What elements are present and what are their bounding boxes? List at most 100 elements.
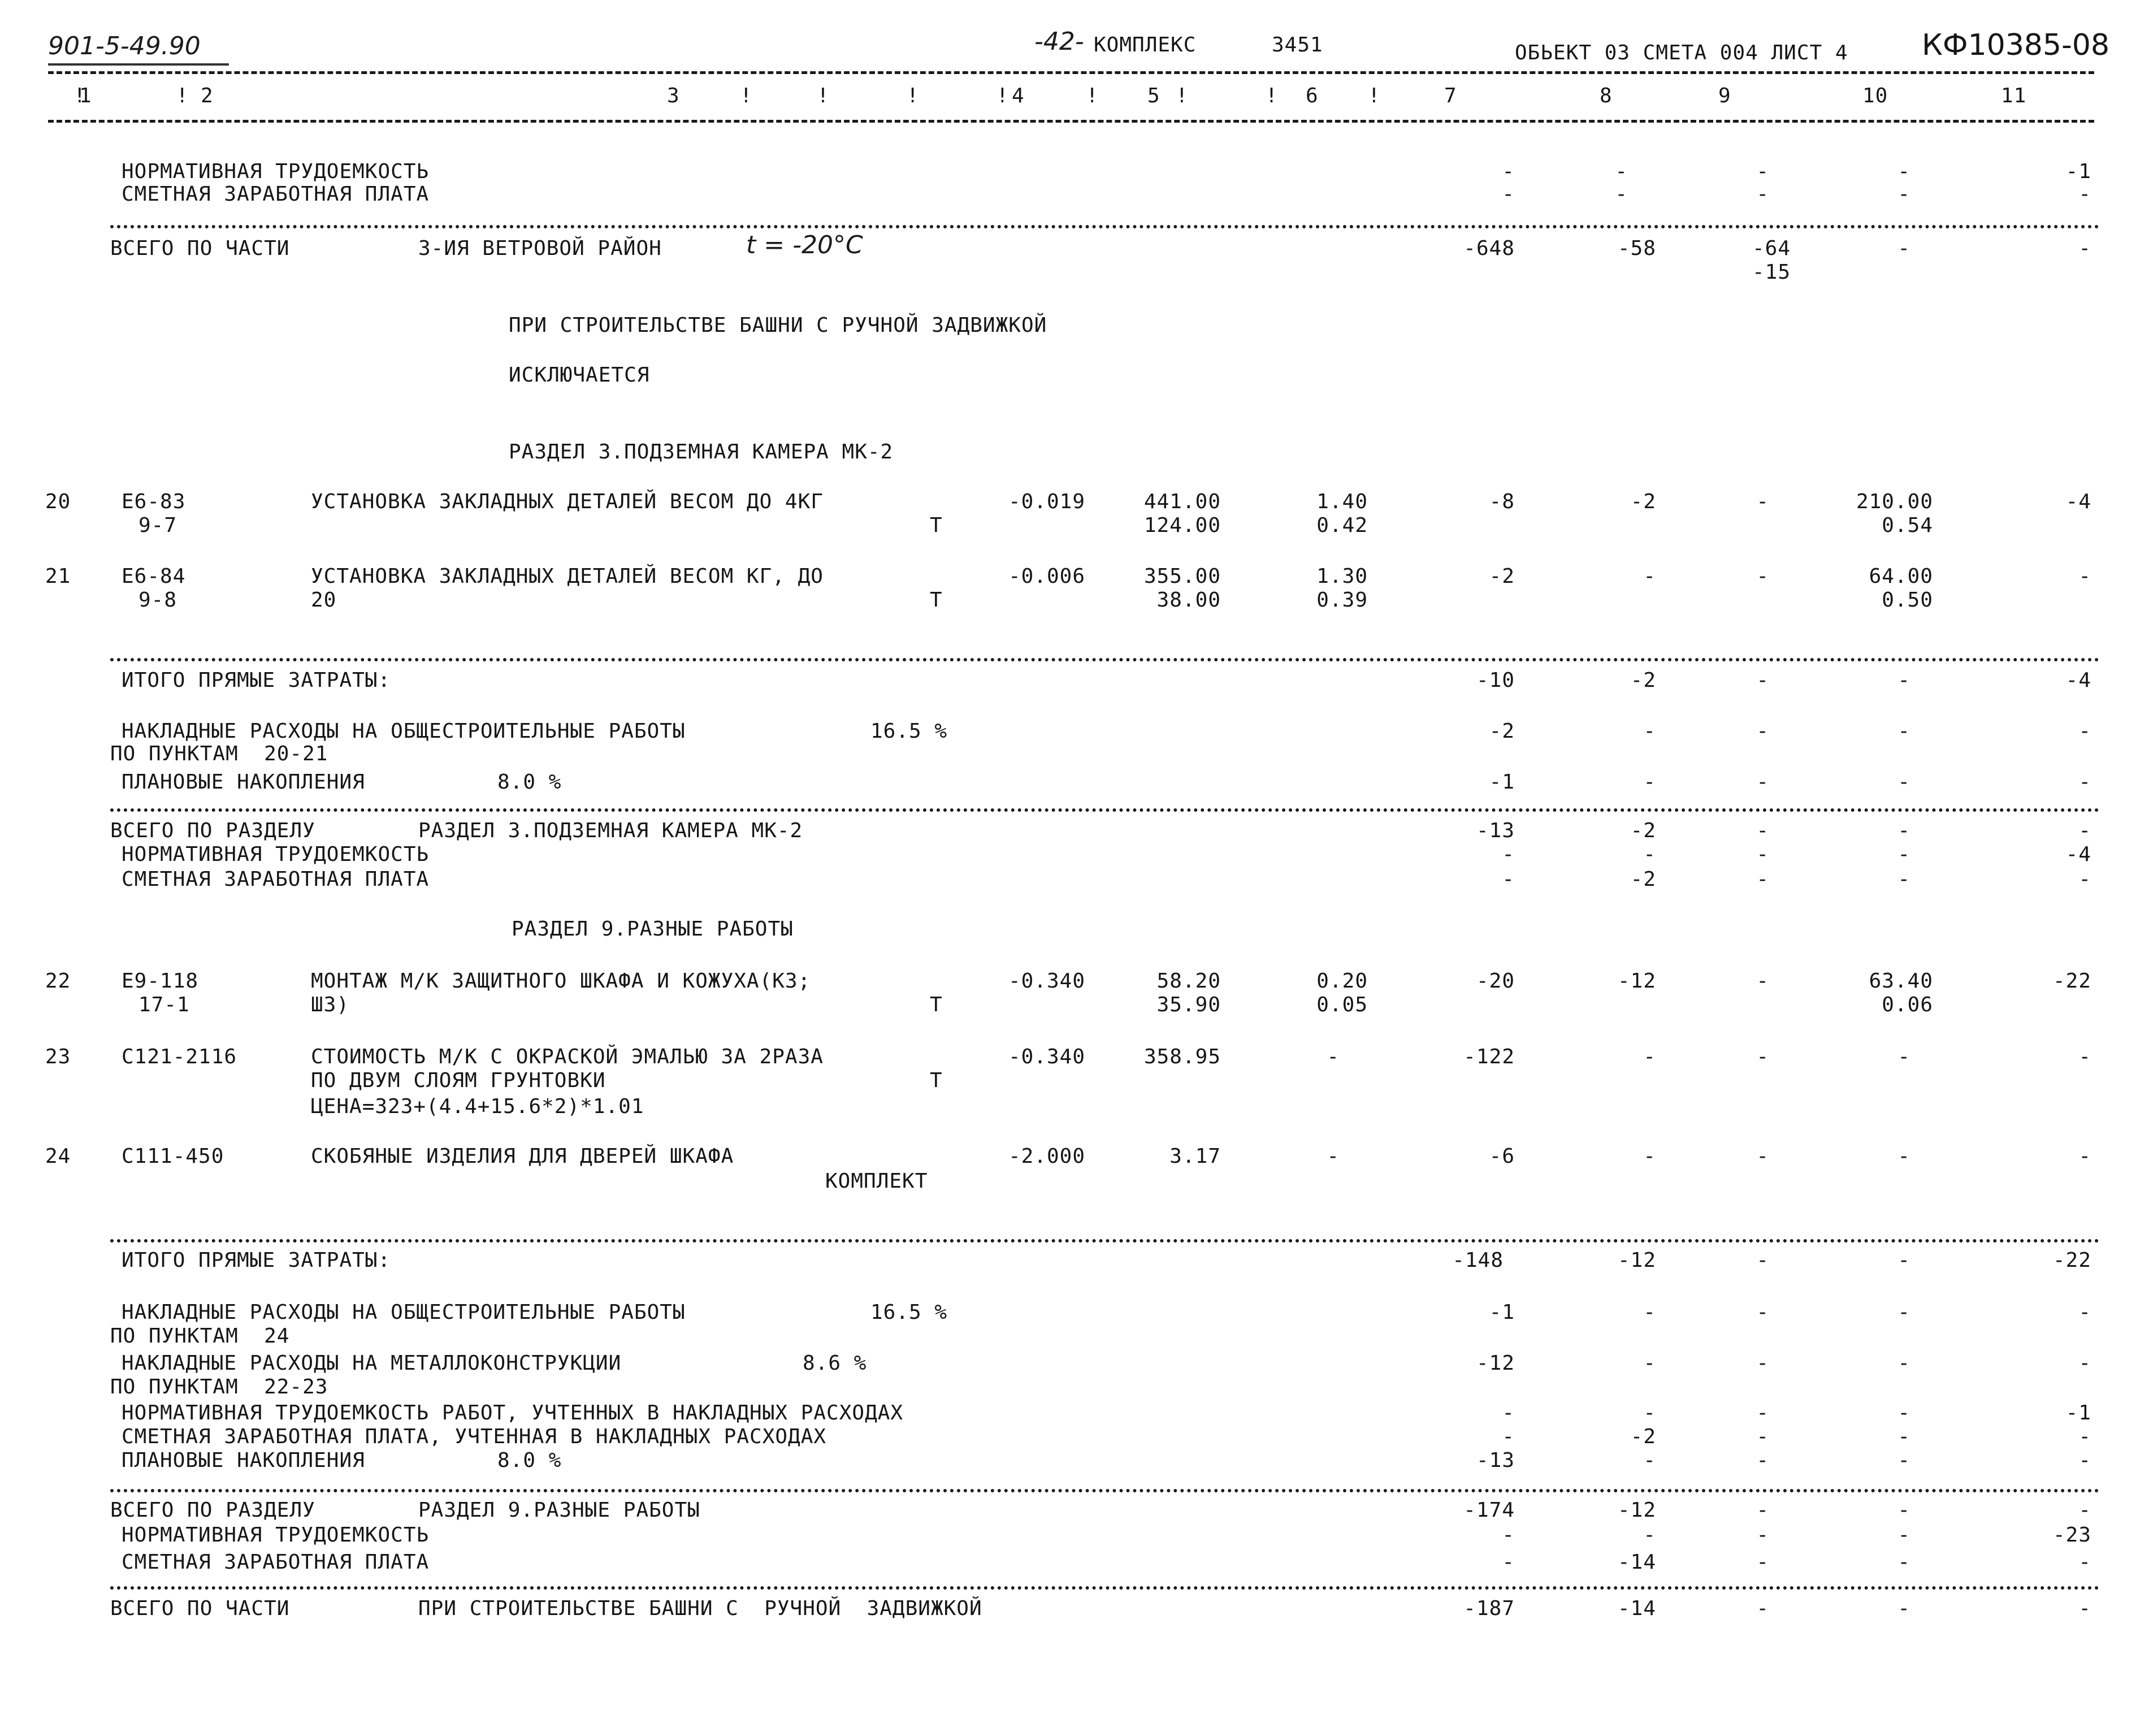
cell: - [1897, 819, 1910, 842]
work-description-2: ШЗ) [311, 993, 350, 1016]
cell: -648 [1463, 237, 1515, 260]
quantity: -0.340 [1008, 1045, 1085, 1068]
section-9-heading: РАЗДЕЛ 9.РАЗНЫЕ РАБОТЫ [512, 917, 794, 941]
cell: - [1897, 1449, 1910, 1472]
quantity: -0.340 [1008, 969, 1085, 993]
unit-wage: 35.90 [1156, 993, 1221, 1016]
unit: Т [930, 993, 943, 1016]
cell: - [1756, 1249, 1769, 1272]
cell: - [1756, 1045, 1769, 1068]
cell: -2 [1489, 565, 1515, 588]
unit-price: 3.17 [1169, 1145, 1221, 1168]
cell: - [1643, 1145, 1656, 1168]
divider [110, 1586, 2100, 1590]
cell: -1 [2065, 160, 2091, 183]
norm-labor-overhead-label: НОРМАТИВНАЯ ТРУДОЕМКОСТЬ РАБОТ, УЧТЕННЫХ… [122, 1401, 904, 1425]
cell: 0.54 [1882, 514, 1933, 537]
overhead-general-label: НАКЛАДНЫЕ РАСХОДЫ НА ОБЩЕСТРОИТЕЛЬНЫЕ РА… [122, 720, 686, 743]
doc-code-underline [48, 63, 229, 66]
cell: -122 [1463, 1045, 1515, 1068]
cell: - [1897, 237, 1910, 260]
col-8: 8 [1600, 84, 1613, 107]
row-number: 21 [45, 565, 71, 588]
col-11: 11 [2001, 84, 2027, 107]
items-22-23: ПО ПУНКТАМ 22-23 [110, 1375, 328, 1399]
cell: - [1756, 1145, 1769, 1168]
savings-percent: 8.0 % [497, 770, 562, 794]
cell: - [2078, 868, 2091, 891]
work-description-2: 20 [311, 588, 337, 612]
divider [110, 225, 2100, 228]
cell: - [1897, 1597, 1910, 1620]
cell: - [1756, 819, 1769, 842]
rate-subcode: 17-1 [138, 993, 190, 1016]
wind-region-label: 3-ИЯ ВЕТРОВОЙ РАЙОН [418, 237, 662, 260]
cell: -10 [1476, 669, 1515, 692]
divider [110, 1239, 2100, 1243]
cell: - [1897, 1551, 1910, 1574]
cell: - [1615, 160, 1628, 183]
cell: - [1897, 1352, 1910, 1375]
total-section-label: ВСЕГО ПО РАЗДЕЛУ [110, 819, 315, 842]
complex-label: КОМПЛЕКС [1094, 33, 1197, 57]
unit: Т [930, 1069, 943, 1092]
cell: - [2078, 183, 2091, 206]
rate-code: С111-450 [122, 1145, 224, 1168]
labor: - [1327, 1145, 1340, 1168]
unit: КОМПЛЕКТ [825, 1170, 928, 1193]
cell: -6 [1489, 1145, 1515, 1168]
cell: - [1502, 183, 1515, 206]
items-20-21: ПО ПУНКТАМ 20-21 [110, 742, 328, 765]
cell: -12 [1476, 1352, 1515, 1375]
total-section-label: ВСЕГО ПО РАЗДЕЛУ [110, 1499, 315, 1522]
cell: - [2078, 1352, 2091, 1375]
direct-costs-label: ИТОГО ПРЯМЫЕ ЗАТРАТЫ: [122, 1249, 391, 1272]
cell: -14 [1617, 1597, 1656, 1620]
cell: - [1643, 565, 1656, 588]
cell: -2 [1630, 1425, 1656, 1448]
labor-2: 0.42 [1316, 514, 1368, 537]
page-label: -42- [1034, 27, 1084, 56]
cell: - [1897, 1523, 1910, 1547]
cell: -2 [1630, 868, 1656, 891]
est-wage-label: СМЕТНАЯ ЗАРАБОТНАЯ ПЛАТА [122, 868, 430, 891]
temperature-note: t = -20°C [746, 231, 863, 259]
doc-code: 901-5-49.90 [48, 32, 201, 60]
total-part-label: ВСЕГО ПО ЧАСТИ [110, 1597, 290, 1620]
rate-code: Е6-84 [122, 565, 186, 588]
cell: -4 [2065, 843, 2091, 866]
overhead-percent: 16.5 % [870, 720, 948, 743]
cell: - [1897, 1499, 1910, 1522]
cell: - [1643, 1523, 1656, 1547]
cell: - [1502, 160, 1515, 183]
cell: - [2078, 1449, 2091, 1472]
cell: -1 [1489, 770, 1515, 794]
labor-2: 0.05 [1316, 993, 1368, 1016]
planned-savings-label: ПЛАНОВЫЕ НАКОПЛЕНИЯ [122, 1449, 365, 1472]
cell: - [2078, 1551, 2091, 1574]
cell: - [1756, 720, 1769, 743]
cell: -22 [2052, 969, 2091, 993]
divider [110, 808, 2100, 812]
labor: 1.40 [1316, 490, 1368, 513]
cell: - [1643, 720, 1656, 743]
excluded-label: ИСКЛЮЧАЕТСЯ [509, 363, 650, 387]
cell: -2 [1630, 819, 1656, 842]
cell: - [1756, 868, 1769, 891]
cell: - [1897, 1145, 1910, 1168]
overhead-metal-label: НАКЛАДНЫЕ РАСХОДЫ НА МЕТАЛЛОКОНСТРУКЦИИ [122, 1352, 622, 1375]
rate-code: Е6-83 [122, 490, 186, 513]
cell: - [1756, 669, 1769, 692]
rate-subcode: 9-8 [138, 588, 177, 612]
cell: - [1897, 1425, 1910, 1448]
cell: - [2078, 720, 2091, 743]
cell: - [1502, 1523, 1515, 1547]
cell: -148 [1452, 1249, 1504, 1272]
quantity: -2.000 [1008, 1145, 1085, 1168]
row-number: 22 [45, 969, 71, 993]
cell: - [1756, 1523, 1769, 1547]
section-3-name: РАЗДЕЛ 3.ПОДЗЕМНАЯ КАМЕРА МК-2 [418, 819, 803, 842]
work-description-2: ПО ДВУМ СЛОЯМ ГРУНТОВКИ [311, 1069, 606, 1092]
cell: - [1756, 1425, 1769, 1448]
header-rule-top [48, 71, 2094, 74]
